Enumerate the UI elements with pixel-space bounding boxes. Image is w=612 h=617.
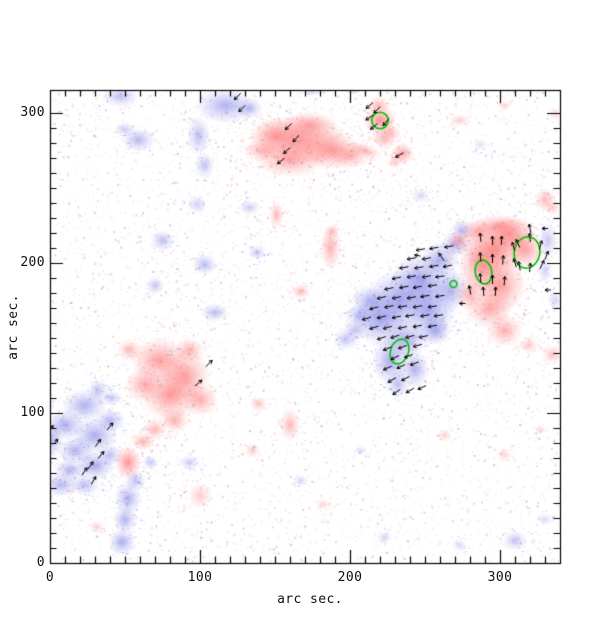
y-tick-label: 300 <box>20 105 45 120</box>
x-tick-label: 200 <box>337 570 363 585</box>
x-axis-label: arc sec. <box>277 592 343 607</box>
x-tick-label: 0 <box>45 570 55 585</box>
y-tick-label: 100 <box>20 405 45 420</box>
x-tick-label: 100 <box>187 570 213 585</box>
x-tick-label: 300 <box>487 570 513 585</box>
y-tick-label: 0 <box>36 555 45 570</box>
y-axis-label: arc sec. <box>6 294 21 360</box>
y-tick-label: 200 <box>20 255 45 270</box>
